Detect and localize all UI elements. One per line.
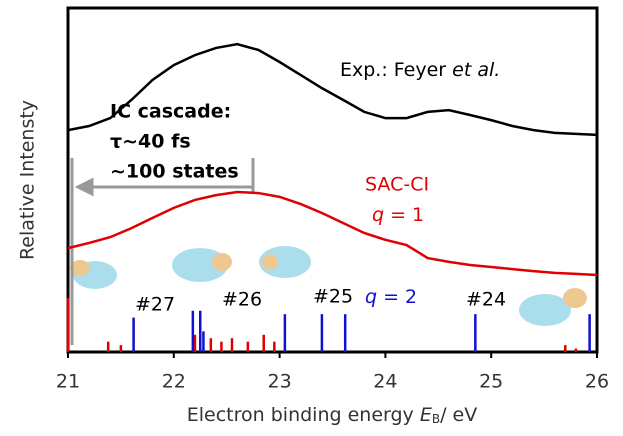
- state-label: #26: [222, 289, 262, 311]
- q2-label: q = 2: [365, 286, 417, 308]
- x-tick-label: 25: [479, 371, 503, 393]
- x-tick-label: 26: [585, 371, 609, 393]
- spectrum-line: [67, 190, 598, 277]
- x-tick-label: 23: [268, 371, 292, 393]
- q1-label: q = 1: [372, 204, 424, 226]
- cascade-label: ~100 states: [110, 161, 239, 183]
- spectrum-line: [67, 42, 598, 137]
- cascade-label: IC cascade:: [110, 101, 231, 123]
- y-axis-label: Relative Intensty: [17, 100, 39, 260]
- molecule-icons: [70, 246, 587, 326]
- cascade-arrow: [70, 158, 255, 345]
- x-tick-label: 24: [373, 371, 397, 393]
- sac-ci-label: SAC-CI: [365, 174, 429, 196]
- state-label: #24: [466, 289, 506, 311]
- x-axis-label: Electron binding energy EB/ eV: [187, 404, 477, 426]
- exp-label: Exp.: Feyer et al.: [340, 59, 500, 81]
- x-tick-label: 21: [56, 371, 80, 393]
- plot-frame: [66, 6, 599, 354]
- state-label: #27: [135, 294, 175, 316]
- state-label: #25: [313, 286, 353, 308]
- x-tick-label: 22: [162, 371, 186, 393]
- cascade-label: τ~40 fs: [110, 131, 191, 153]
